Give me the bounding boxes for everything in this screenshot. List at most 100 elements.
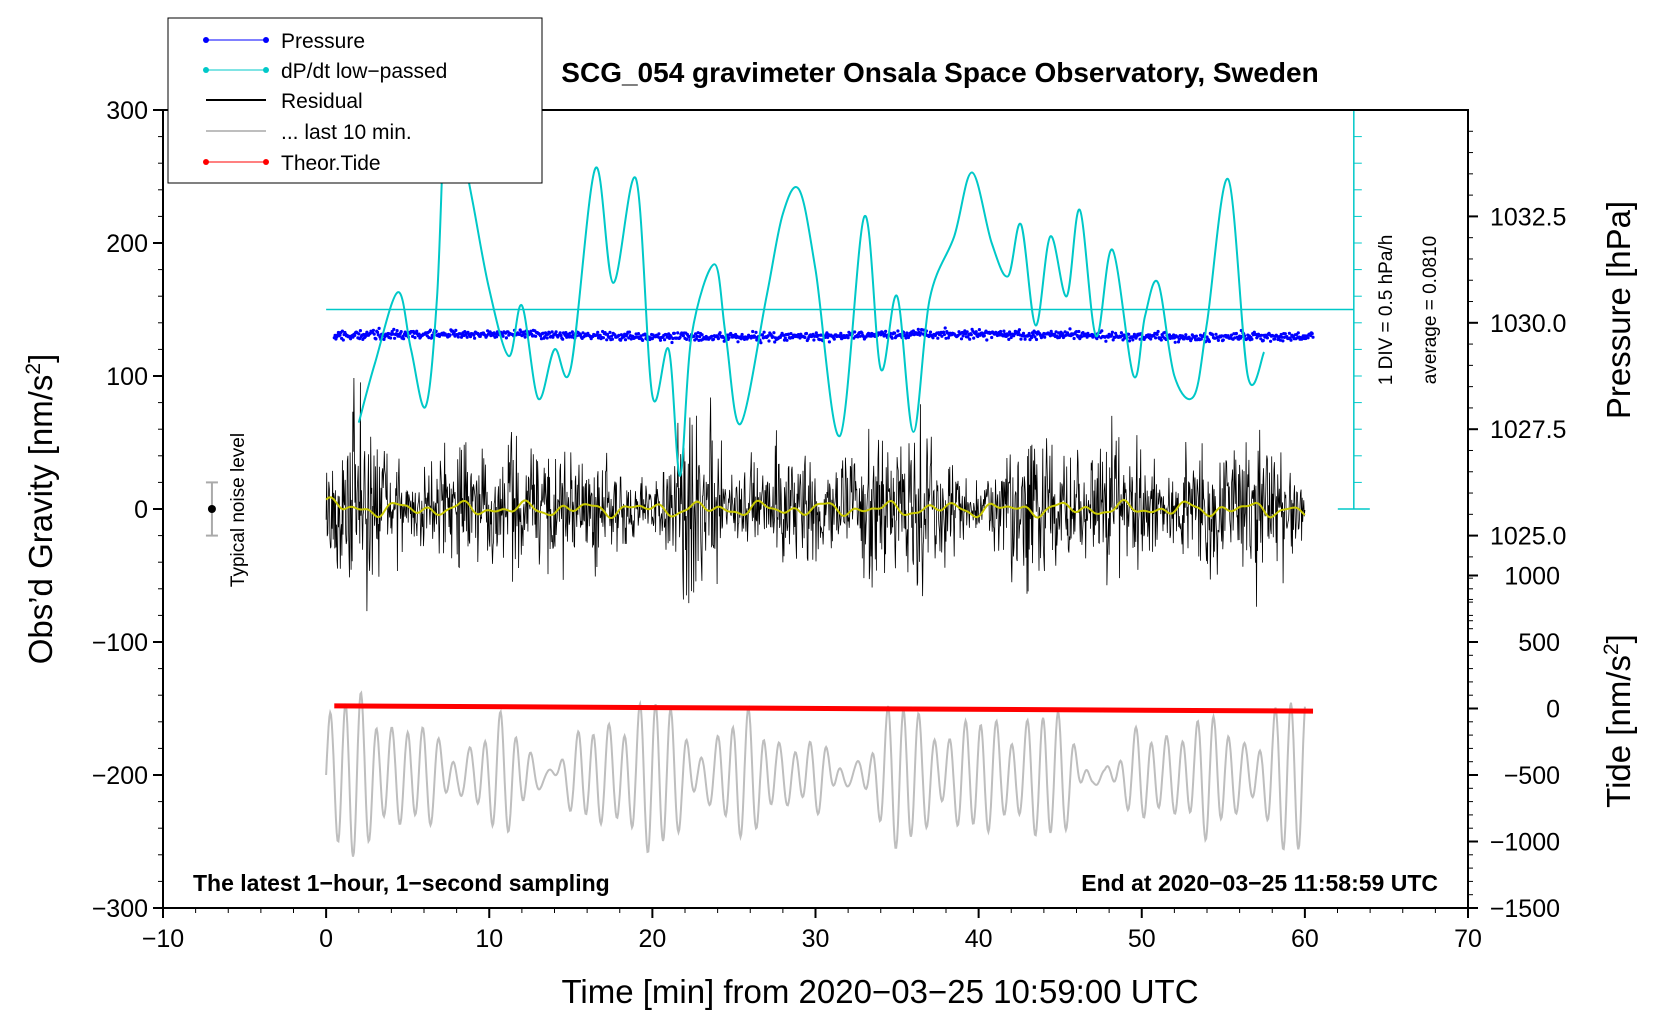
- pressure-point: [1063, 330, 1067, 334]
- pressure-point: [473, 336, 477, 340]
- pressure-point: [539, 334, 543, 338]
- pressure-point: [365, 330, 369, 334]
- pressure-point: [963, 329, 967, 333]
- pressure-point: [1023, 337, 1027, 341]
- pressure-point: [972, 336, 976, 340]
- pressure-point: [846, 336, 850, 340]
- pressure-point: [1156, 329, 1160, 334]
- pressure-point: [678, 335, 682, 339]
- pressure-point: [1289, 338, 1293, 342]
- pressure-point: [1034, 337, 1039, 342]
- dpdt-lowpassed-series: [326, 75, 1354, 477]
- pressure-point: [1017, 328, 1022, 332]
- pressure-point: [968, 337, 972, 341]
- pressure-axis-title: Pressure [hPa]: [1600, 201, 1637, 419]
- pressure-point: [1207, 339, 1211, 344]
- pressure-point: [338, 333, 342, 337]
- legend-dot-pressure-left: [203, 37, 209, 43]
- x-tick-label: 10: [475, 925, 503, 953]
- pressure-point: [1008, 330, 1012, 334]
- pressure-point: [946, 336, 951, 340]
- pressure-point: [718, 331, 722, 335]
- pressure-point: [853, 330, 857, 334]
- pressure-point: [1189, 337, 1194, 341]
- pressure-point: [1079, 335, 1083, 339]
- pressure-point: [454, 328, 458, 332]
- pressure-point: [629, 337, 633, 341]
- x-tick-label: 60: [1291, 925, 1319, 953]
- pressure-point: [700, 333, 704, 337]
- pressure-point: [1280, 335, 1284, 339]
- pressure-point: [826, 335, 830, 339]
- pressure-point: [601, 336, 606, 340]
- pressure-point: [803, 335, 807, 340]
- pressure-point: [1068, 327, 1072, 331]
- legend-dot-pressure-right: [263, 37, 269, 43]
- pressure-point: [519, 330, 523, 334]
- pressure-point: [1184, 333, 1188, 337]
- pressure-point: [681, 334, 686, 338]
- pressure-point: [944, 336, 948, 340]
- pressure-point: [896, 329, 900, 333]
- legend-label-pressure: Pressure: [281, 30, 365, 53]
- pressure-point: [982, 334, 986, 338]
- pressure-point: [663, 338, 667, 342]
- pressure-point: [456, 335, 460, 339]
- pressure-point: [448, 333, 452, 337]
- pressure-point: [812, 338, 816, 342]
- pressure-point: [1176, 340, 1181, 344]
- tide-tick-label: −1000: [1490, 829, 1560, 857]
- pressure-point: [785, 338, 789, 342]
- pressure-point: [1279, 332, 1283, 337]
- pressure-point: [1283, 332, 1287, 336]
- legend-label-dpdt: dP/dt low−passed: [281, 60, 447, 83]
- pressure-point: [548, 331, 552, 335]
- pressure-point: [1077, 329, 1081, 334]
- legend-item-residual: Residual: [206, 90, 363, 113]
- noise-point: [207, 505, 216, 513]
- pressure-point: [363, 335, 367, 339]
- pressure-point: [501, 334, 505, 338]
- legend-dot-tide-left: [203, 159, 209, 165]
- pressure-point: [394, 332, 398, 336]
- pressure-point: [832, 337, 836, 341]
- y-tick-label: 100: [106, 363, 148, 391]
- x-tick-label: −10: [142, 925, 184, 953]
- left-axis-title-sup: 2: [22, 363, 45, 375]
- pressure-point: [541, 331, 545, 335]
- pressure-point: [985, 338, 989, 342]
- x-tick-label: 50: [1128, 925, 1156, 953]
- x-tick-label: 30: [802, 925, 830, 953]
- pressure-point: [1131, 338, 1135, 342]
- legend-dot-dpdt-left: [203, 67, 209, 73]
- noise-level-indicator: [205, 481, 218, 537]
- pressure-point: [571, 333, 575, 337]
- pressure-point: [1281, 339, 1285, 343]
- pressure-point: [1111, 338, 1115, 342]
- legend-label-last10: ... last 10 min.: [281, 121, 412, 144]
- average-annotation: average = 0.0810: [1420, 236, 1441, 384]
- pressure-point: [670, 340, 674, 345]
- pressure-point: [839, 331, 843, 335]
- pressure-point: [977, 328, 982, 332]
- pressure-point: [936, 336, 940, 340]
- pressure-point: [919, 331, 923, 335]
- pressure-point: [1100, 329, 1104, 333]
- pressure-point: [999, 329, 1003, 334]
- pressure-point: [1176, 335, 1180, 339]
- y-tick-label: 300: [106, 97, 148, 125]
- pressure-point: [378, 335, 382, 339]
- pressure-point: [411, 334, 415, 338]
- pressure-point: [1132, 332, 1136, 336]
- pressure-point: [1226, 334, 1230, 338]
- pressure-point: [1007, 337, 1011, 341]
- pressure-point: [766, 334, 770, 338]
- pressure-point: [608, 330, 612, 334]
- legend-label-residual: Residual: [281, 90, 363, 113]
- pressure-point: [961, 334, 965, 338]
- left-axis-title-main: Obs’d Gravity [nm/s: [22, 375, 59, 665]
- pressure-point: [581, 331, 585, 335]
- pressure-point: [1311, 335, 1315, 339]
- pressure-point: [1211, 333, 1215, 337]
- pressure-point: [928, 330, 933, 334]
